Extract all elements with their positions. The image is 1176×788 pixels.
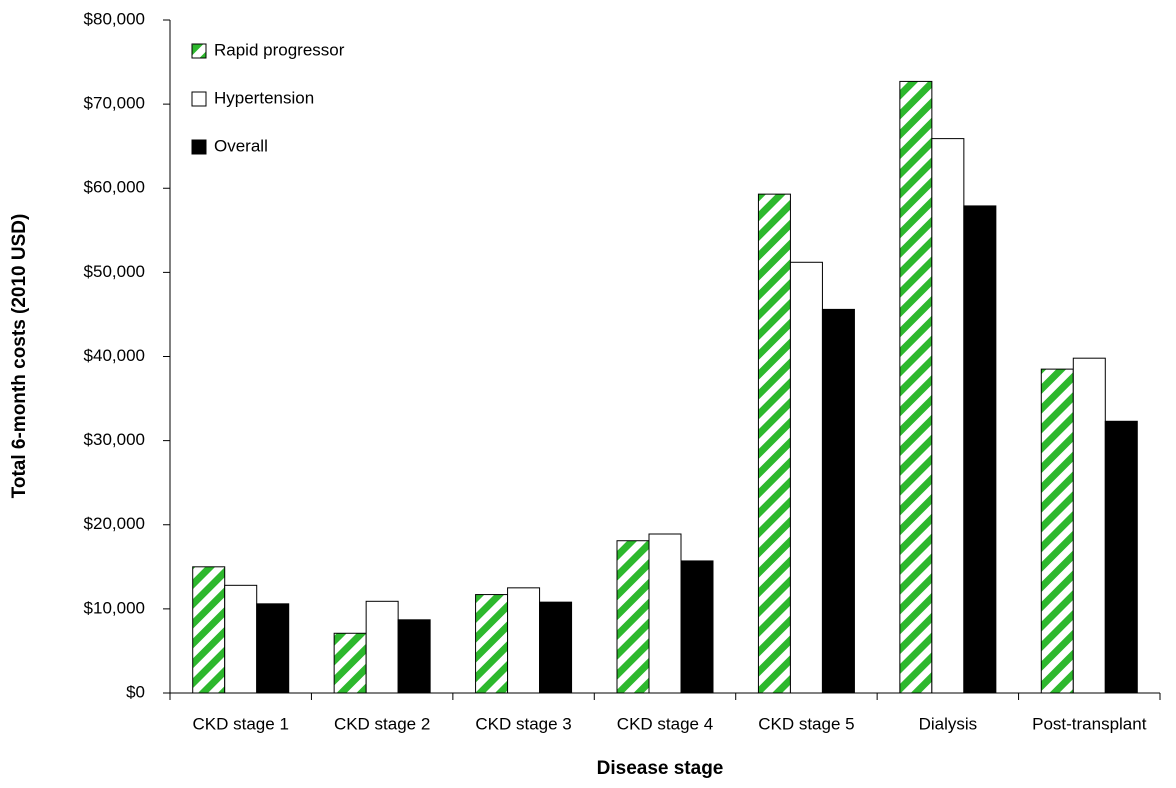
bar — [256, 603, 290, 694]
bar — [192, 566, 226, 694]
bar — [333, 632, 367, 694]
x-tick-label: Post-transplant — [1032, 714, 1147, 733]
legend-swatch — [191, 139, 207, 155]
y-tick-label: $10,000 — [84, 598, 145, 617]
y-tick-label: $30,000 — [84, 430, 145, 449]
x-tick-label: CKD stage 3 — [475, 714, 571, 733]
bar — [365, 600, 399, 694]
y-tick-label: $70,000 — [84, 94, 145, 113]
y-tick-label: $60,000 — [84, 178, 145, 197]
bar — [475, 594, 509, 694]
bar — [539, 601, 573, 694]
bar — [1072, 357, 1106, 694]
bar — [397, 619, 431, 694]
x-tick-label: CKD stage 4 — [617, 714, 713, 733]
y-tick-label: $0 — [126, 682, 145, 701]
x-tick-label: CKD stage 2 — [334, 714, 430, 733]
y-tick-label: $50,000 — [84, 262, 145, 281]
legend-label: Hypertension — [214, 88, 314, 107]
bar — [1040, 368, 1074, 694]
legend-label: Overall — [214, 136, 268, 155]
bar — [224, 584, 258, 694]
bar — [789, 261, 823, 694]
legend-swatch — [191, 91, 207, 107]
bar — [757, 193, 791, 694]
bar — [899, 80, 933, 694]
bar — [963, 205, 997, 694]
bar — [507, 587, 541, 694]
y-axis-label: Total 6-month costs (2010 USD) — [9, 214, 30, 499]
legend-swatch — [191, 43, 207, 59]
bar — [616, 540, 650, 694]
y-tick-label: $40,000 — [84, 346, 145, 365]
x-axis-label: Disease stage — [597, 758, 724, 779]
legend-label: Rapid progressor — [214, 40, 345, 59]
bar — [931, 138, 965, 694]
x-tick-label: Dialysis — [919, 714, 978, 733]
bar — [680, 560, 714, 694]
x-tick-label: CKD stage 1 — [193, 714, 289, 733]
bar — [821, 308, 855, 694]
bar — [1104, 420, 1138, 694]
y-tick-label: $20,000 — [84, 514, 145, 533]
x-tick-label: CKD stage 5 — [758, 714, 854, 733]
y-tick-label: $80,000 — [84, 9, 145, 28]
bar — [648, 533, 682, 694]
